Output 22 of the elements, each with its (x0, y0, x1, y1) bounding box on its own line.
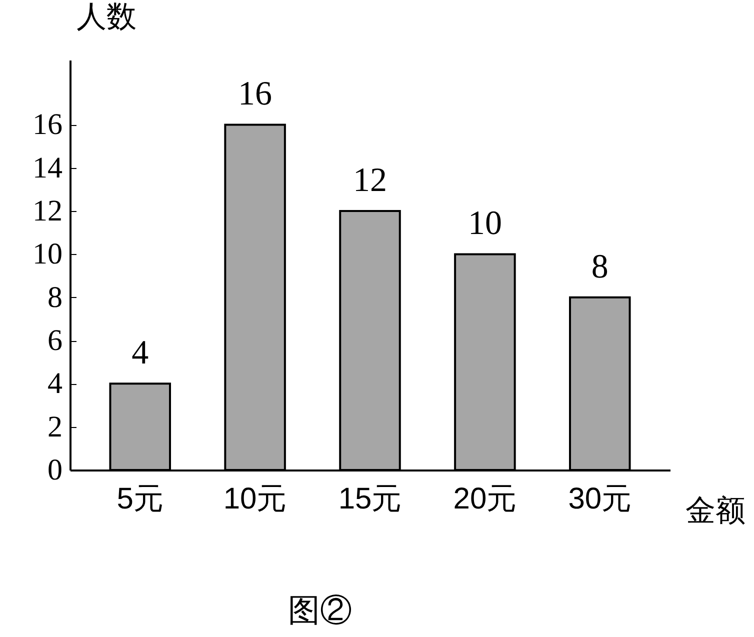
x-tick-label: 10元 (223, 482, 287, 516)
data-label: 4 (132, 334, 149, 372)
y-tick-label: 16 (32, 108, 62, 142)
x-tick-label: 20元 (453, 482, 517, 516)
x-tick-label: 5元 (116, 482, 164, 516)
y-tick-label: 8 (48, 280, 62, 314)
y-axis-title: 人数 (76, 0, 136, 34)
y-tick-label: 2 (48, 410, 62, 444)
y-tick-label: 14 (32, 151, 62, 184)
y-tick-label: 0 (48, 454, 62, 486)
text: 图② (288, 592, 352, 628)
x-axis-title: 金额 (686, 494, 746, 528)
y-tick-label: 6 (48, 324, 62, 358)
y-tick-label: 12 (32, 194, 62, 228)
x-tick-label: 30元 (568, 482, 632, 516)
data-label: 8 (591, 248, 608, 286)
data-label: 16 (238, 76, 272, 113)
data-label: 10 (468, 205, 502, 242)
y-tick-label: 4 (48, 367, 62, 400)
x-tick-label: 15元 (338, 482, 402, 516)
y-tick-label: 10 (32, 238, 62, 271)
data-label: 12 (353, 162, 387, 200)
